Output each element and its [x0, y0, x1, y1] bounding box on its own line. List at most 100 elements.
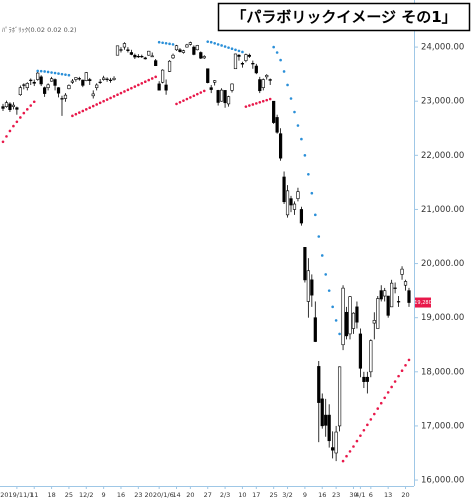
sar-dot: [88, 106, 92, 109]
sar-dot: [206, 40, 210, 43]
candle-body: [147, 50, 151, 56]
sar-dot: [272, 45, 275, 49]
candle-body: [324, 414, 328, 426]
candle-body: [278, 133, 283, 159]
candle-body: [327, 414, 331, 442]
sar-dot: [123, 90, 126, 93]
title-box: [217, 2, 471, 32]
candle-body: [282, 176, 286, 203]
candle-body: [36, 72, 40, 80]
candle-body: [396, 301, 401, 303]
candle-body: [351, 312, 356, 329]
sar-dot: [102, 99, 105, 103]
sar-dot: [279, 58, 282, 62]
candle-body: [220, 89, 224, 102]
sar-dot: [227, 46, 230, 49]
sar-dot: [12, 124, 15, 128]
sar-dot: [46, 70, 50, 74]
x-tick-label: 14: [172, 491, 180, 499]
sar-dot: [185, 97, 189, 101]
sar-dot: [307, 172, 310, 176]
candle-body: [403, 281, 408, 286]
x-tick-label: 16: [117, 491, 125, 499]
candle-body: [167, 60, 172, 72]
sar-dot: [32, 100, 36, 104]
candle-body: [369, 340, 373, 373]
sar-dot: [255, 102, 258, 105]
last-price-label: 19,280: [414, 300, 432, 306]
candle-body: [230, 83, 234, 91]
candle-body: [81, 79, 85, 86]
candle-body: [313, 317, 317, 342]
sar-dot: [366, 423, 369, 427]
candle-body: [70, 80, 74, 83]
candle-body: [372, 320, 376, 324]
sar-dot: [130, 86, 133, 90]
x-tick-label: 2/3: [220, 491, 230, 499]
candle-body: [213, 80, 217, 83]
sar-dot: [320, 254, 324, 257]
x-tick-label: 25: [65, 491, 73, 499]
candle-body: [358, 333, 363, 369]
x-tick-label: 12/2: [79, 491, 94, 499]
sar-dot: [50, 71, 53, 74]
candle-body: [379, 290, 383, 300]
sar-dot: [393, 380, 397, 383]
y-tick-label: 17,000.00: [421, 421, 464, 431]
candle-body: [181, 50, 186, 53]
candle-body: [355, 306, 359, 323]
candle-body: [49, 78, 54, 82]
candle-body: [74, 77, 78, 80]
sar-dot: [383, 396, 387, 400]
x-tick-label: 20: [401, 491, 409, 499]
sar-dot: [15, 120, 19, 124]
sar-dot: [317, 235, 321, 238]
sar-dot: [407, 358, 411, 362]
candle-body: [25, 83, 29, 88]
candle-body: [386, 295, 390, 316]
candle-body: [174, 45, 179, 51]
candle-body: [133, 54, 137, 58]
sar-dot: [150, 77, 154, 80]
candle-body: [188, 42, 192, 45]
candle-body: [383, 290, 387, 297]
candle-body: [63, 94, 68, 99]
x-tick-label: 20: [186, 491, 194, 499]
candle-body: [178, 49, 182, 52]
sar-dot: [119, 91, 123, 95]
candle-body: [272, 100, 276, 123]
sar-dot: [327, 289, 331, 292]
sar-dot: [57, 72, 60, 75]
sar-dot: [109, 96, 112, 100]
candle-body: [233, 53, 238, 70]
candle-body: [18, 87, 22, 96]
candle-body: [244, 54, 248, 61]
candle-body: [251, 63, 255, 65]
y-tick-label: 16,000.00: [421, 476, 464, 486]
sar-dot: [355, 439, 359, 443]
sar-dot: [157, 40, 161, 44]
sar-dot: [334, 319, 338, 322]
y-tick-label: 23,000.00: [421, 97, 464, 107]
sar-dot: [404, 364, 407, 367]
candle-body: [91, 93, 95, 97]
x-tick-label: 2020/1/6: [145, 491, 174, 499]
sar-dot: [147, 78, 151, 82]
candle-body: [60, 98, 64, 100]
sar-dot: [78, 111, 81, 114]
x-tick-label: 30: [349, 491, 357, 499]
candle-body: [275, 117, 279, 133]
candle-body: [341, 287, 345, 346]
indicator-label: ﾊﾟﾗﾎﾞﾘｯｸ(0.02 0.02 0.2): [2, 26, 77, 34]
sar-dot: [241, 50, 244, 54]
candle-body: [237, 54, 241, 57]
candle-body: [129, 52, 133, 55]
candle-body: [400, 268, 404, 275]
sar-dot: [25, 108, 29, 111]
candle-body: [1, 106, 5, 109]
candle-body: [195, 45, 199, 51]
y-tick-label: 18,000.00: [421, 367, 464, 377]
candle-body: [320, 398, 324, 427]
candle-body: [331, 447, 335, 451]
